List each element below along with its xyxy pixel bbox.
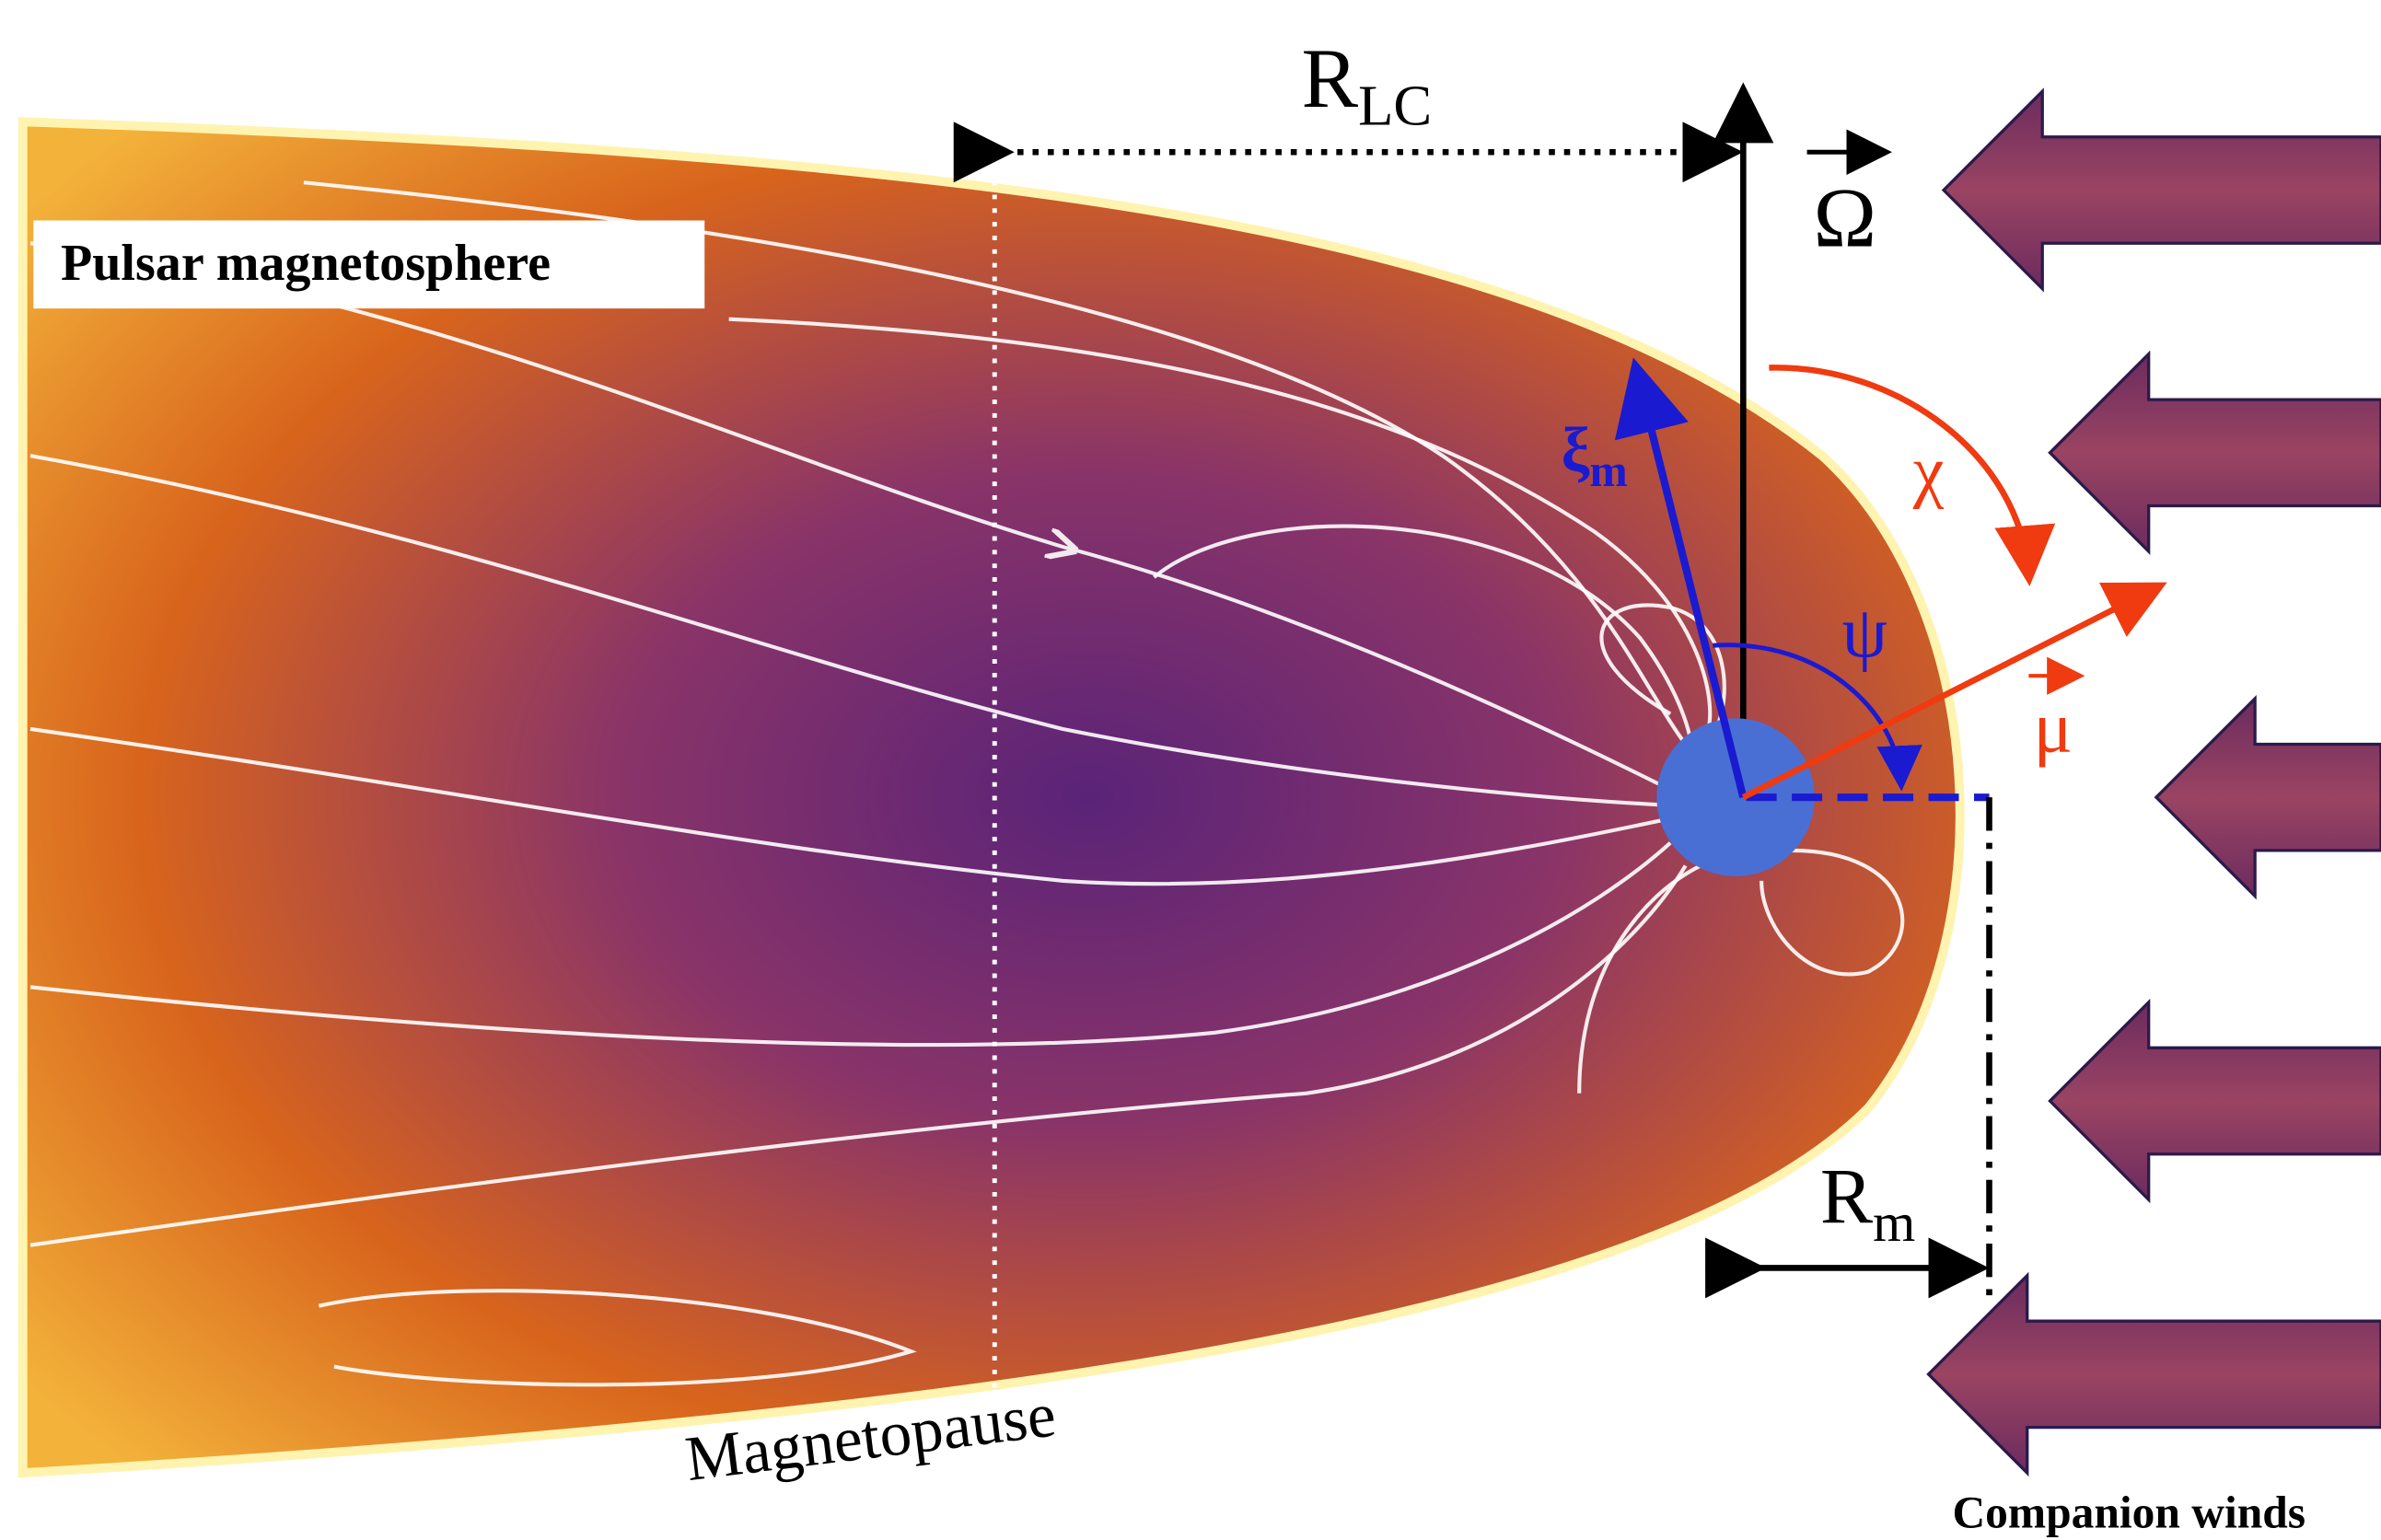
mu-label: μ: [2034, 688, 2073, 769]
magnetosphere-label: Pulsar magnetosphere: [61, 235, 551, 292]
standoff-label: Rm: [1820, 1152, 1915, 1253]
omega-label: Ω: [1813, 171, 1876, 265]
wind-arrows: [1929, 91, 2381, 1473]
light-cylinder-label: RLC: [1301, 31, 1432, 138]
pulsar: [1656, 718, 1815, 876]
winds-label: Companion winds: [1952, 1487, 2306, 1537]
chi-label: χ: [1912, 432, 1945, 509]
psi-label: ψ: [1841, 592, 1887, 673]
diagram: Pulsar magnetosphere Magnetopause Compan…: [0, 0, 2381, 1540]
